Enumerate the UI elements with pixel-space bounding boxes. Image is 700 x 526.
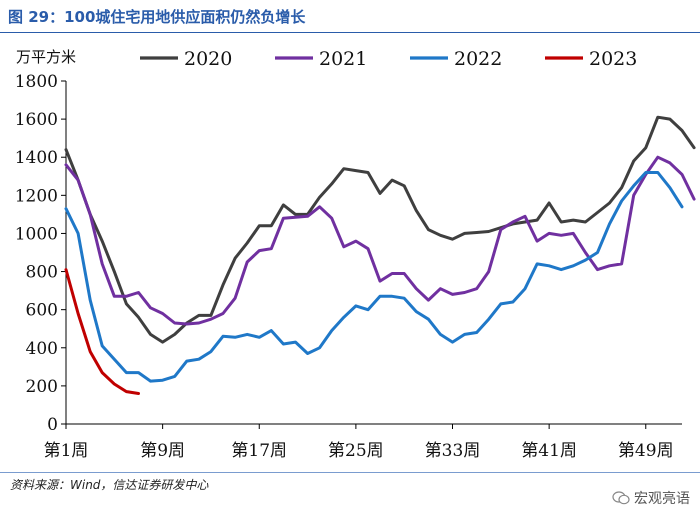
x-tick-label: 第17周 [231,441,287,461]
chart-legend: 2020 2021 2022 2023 [140,48,637,70]
y-tick-label: 0 [47,415,58,435]
series-line-2022 [64,171,684,383]
series-line-2023 [64,268,140,395]
y-axis-label: 万平方米 [16,48,76,66]
x-tick-label: 第9周 [140,441,185,461]
line-chart: 0 200 400 600 800 1000 1200 1400 1600 1800 第1周 第9周 第… [15,48,696,461]
y-tick-label: 1400 [15,148,58,168]
y-tick-label: 1200 [15,186,58,206]
figure-title: 图 29：100城住宅用地供应面积仍然负增长 [8,8,306,26]
x-tick-label: 第49周 [618,441,674,461]
source-note: 资料来源：Wind，信达证券研发中心 [10,478,209,492]
series-line-2021 [64,155,696,326]
legend-label-2023: 2023 [589,48,637,70]
legend-label-2021: 2021 [319,48,367,70]
watermark: 宏观亮语 [612,488,690,508]
x-tick-label: 第25周 [328,441,384,461]
series-line-2020 [64,115,696,344]
chart-series [64,115,696,395]
x-tick-label: 第33周 [425,441,481,461]
y-tick-label: 400 [26,339,58,359]
watermark-text: 宏观亮语 [634,491,690,507]
x-tick-label: 第41周 [521,441,577,461]
y-tick-label: 200 [26,377,58,397]
legend-label-2022: 2022 [454,48,502,70]
title-divider [0,32,700,33]
x-tick-label: 第1周 [44,441,89,461]
y-tick-label: 1000 [15,224,58,244]
legend-label-2020: 2020 [184,48,232,70]
y-tick-label: 1600 [15,110,58,130]
wechat-icon [612,491,630,505]
chart-axes: 0 200 400 600 800 1000 1200 1400 1600 1800 第1周 第9周 第… [15,72,682,461]
y-tick-label: 600 [26,301,58,321]
footer-divider [0,472,700,473]
y-tick-label: 800 [26,263,58,283]
y-tick-label: 1800 [15,72,58,92]
